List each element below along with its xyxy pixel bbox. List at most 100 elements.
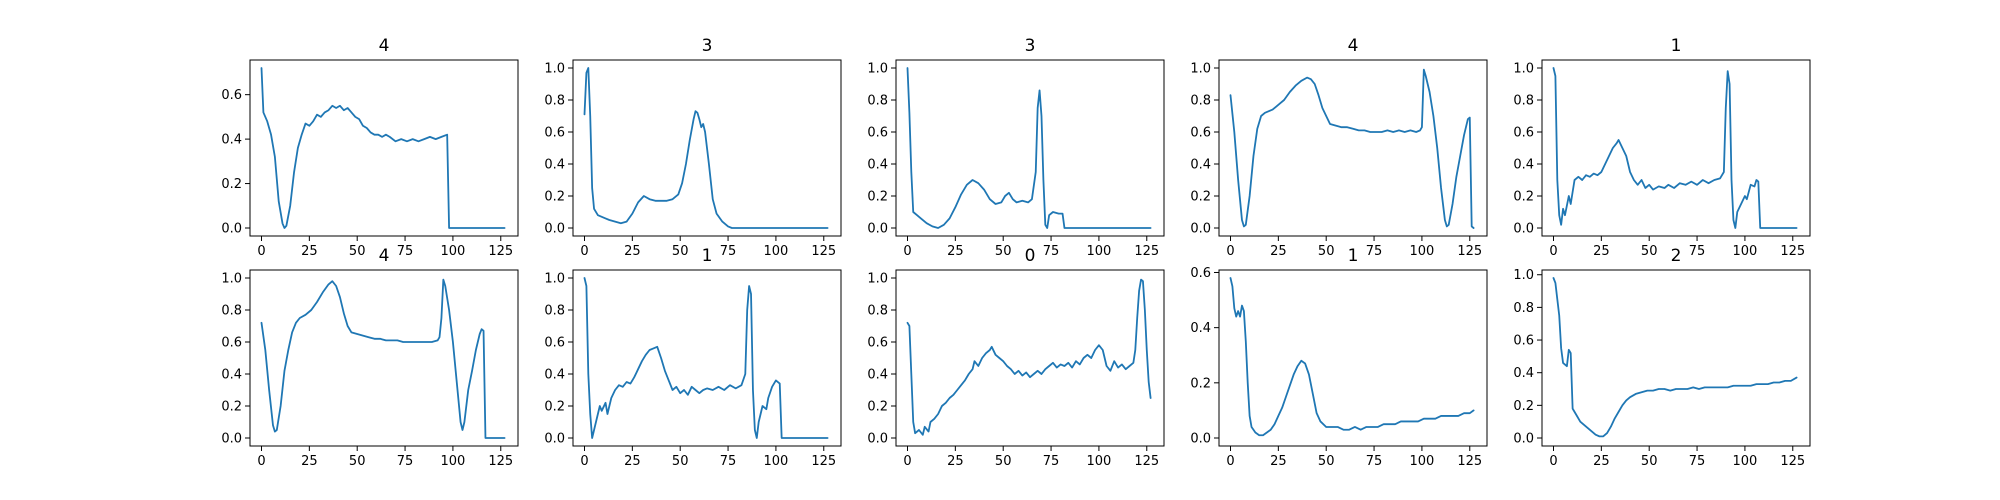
x-tick-label: 75 xyxy=(1043,244,1060,259)
x-tick-label: 100 xyxy=(1733,244,1758,259)
subplot-8: 0 0 25 50 75 100 125 0.0 0.2 0.4 0.6 0.8 1.0 xyxy=(867,246,1165,469)
x-tick-label: 100 xyxy=(764,454,789,469)
x-tick-label: 100 xyxy=(1087,244,1112,259)
y-tick-label: 0.0 xyxy=(1190,222,1211,237)
y-tick-label: 0.0 xyxy=(221,432,242,447)
x-tick-label: 100 xyxy=(441,454,466,469)
x-tick-label: 0 xyxy=(580,454,588,469)
subplot-7: 1 0 25 50 75 100 125 0.0 0.2 0.4 0.6 0.8 1.0 xyxy=(544,246,842,469)
y-tick-label: 0.4 xyxy=(544,158,565,173)
y-tick-label: 0.0 xyxy=(221,222,242,237)
y-tick-label: 0.2 xyxy=(867,400,888,415)
x-tick-label: 0 xyxy=(903,244,911,259)
series-line xyxy=(906,278,1152,436)
x-tick-label: 125 xyxy=(1780,244,1805,259)
subplot-9: 1 0 25 50 75 100 125 0.0 0.2 0.4 0.6 xyxy=(1190,246,1488,469)
x-tick-label: 75 xyxy=(397,244,414,259)
x-tick-label: 75 xyxy=(1689,244,1706,259)
y-tick-label: 0.6 xyxy=(1513,334,1534,349)
x-tick-label: 25 xyxy=(947,454,964,469)
x-tick-label: 0 xyxy=(1549,244,1557,259)
x-tick-label: 100 xyxy=(764,244,789,259)
x-tick-label: 50 xyxy=(995,454,1012,469)
x-tick-label: 75 xyxy=(720,454,737,469)
x-tick-label: 50 xyxy=(672,244,689,259)
x-tick-label: 75 xyxy=(1689,454,1706,469)
x-tick-label: 100 xyxy=(1733,454,1758,469)
x-tick-label: 50 xyxy=(1641,244,1658,259)
series-line xyxy=(1229,277,1475,437)
axes-frame xyxy=(1541,59,1811,237)
x-tick-label: 125 xyxy=(1780,454,1805,469)
y-tick-label: 0.8 xyxy=(221,304,242,319)
subplot-title: 4 xyxy=(379,36,390,56)
y-tick-label: 0.6 xyxy=(1190,126,1211,141)
x-tick-label: 25 xyxy=(301,454,318,469)
x-tick-label: 50 xyxy=(1318,454,1335,469)
axes-frame xyxy=(1218,59,1488,237)
x-tick-label: 125 xyxy=(488,244,513,259)
series-line xyxy=(260,278,506,439)
y-tick-label: 0.8 xyxy=(1190,94,1211,109)
y-tick-label: 0.6 xyxy=(867,126,888,141)
y-tick-label: 0.6 xyxy=(221,336,242,351)
y-tick-label: 1.0 xyxy=(867,62,888,77)
subplot-4: 4 0 25 50 75 100 125 0.0 0.2 0.4 0.6 0.8 1.0 xyxy=(1190,36,1488,259)
y-tick-label: 1.0 xyxy=(544,62,565,77)
y-tick-label: 0.6 xyxy=(867,336,888,351)
y-tick-label: 0.8 xyxy=(1513,94,1534,109)
x-tick-label: 25 xyxy=(624,244,641,259)
x-tick-label: 125 xyxy=(1457,454,1482,469)
y-tick-label: 0.6 xyxy=(1190,266,1211,281)
x-tick-label: 0 xyxy=(257,244,265,259)
y-tick-label: 0.0 xyxy=(1513,222,1534,237)
y-tick-label: 1.0 xyxy=(1513,268,1534,283)
x-tick-label: 50 xyxy=(349,454,366,469)
axes-frame xyxy=(249,269,519,447)
x-tick-label: 25 xyxy=(1593,244,1610,259)
x-tick-label: 125 xyxy=(1134,244,1159,259)
series-line xyxy=(906,67,1152,229)
x-tick-label: 0 xyxy=(903,454,911,469)
subplot-title: 4 xyxy=(379,246,390,266)
x-tick-label: 100 xyxy=(1410,244,1435,259)
x-tick-label: 100 xyxy=(1087,454,1112,469)
axes-frame xyxy=(572,59,842,237)
y-tick-label: 0.2 xyxy=(1513,190,1534,205)
axes-frame xyxy=(572,269,842,447)
y-tick-label: 0.4 xyxy=(544,368,565,383)
y-tick-label: 0.2 xyxy=(544,190,565,205)
y-tick-label: 1.0 xyxy=(1190,62,1211,77)
y-tick-label: 0.0 xyxy=(1190,432,1211,447)
y-tick-label: 0.2 xyxy=(221,177,242,192)
subplot-1: 4 0 25 50 75 100 125 0.0 0.2 0.4 0.6 xyxy=(221,36,519,259)
y-tick-label: 0.4 xyxy=(1513,158,1534,173)
axes-frame xyxy=(895,269,1165,447)
y-tick-label: 0.4 xyxy=(867,158,888,173)
y-tick-label: 0.2 xyxy=(1190,190,1211,205)
x-tick-label: 25 xyxy=(1270,244,1287,259)
x-tick-label: 125 xyxy=(811,454,836,469)
x-tick-label: 25 xyxy=(624,454,641,469)
subplot-title: 1 xyxy=(1671,36,1682,56)
y-tick-label: 0.6 xyxy=(1513,126,1534,141)
x-tick-label: 25 xyxy=(1593,454,1610,469)
y-tick-label: 1.0 xyxy=(1513,62,1534,77)
y-tick-label: 1.0 xyxy=(867,272,888,287)
y-tick-label: 0.4 xyxy=(1513,366,1534,381)
x-tick-label: 125 xyxy=(1457,244,1482,259)
series-line xyxy=(1229,68,1475,229)
series-line xyxy=(583,67,829,229)
subplot-10: 2 0 25 50 75 100 125 0.0 0.2 0.4 0.6 0.8 1.0 xyxy=(1513,246,1811,469)
subplot-title: 2 xyxy=(1671,246,1682,266)
x-tick-label: 100 xyxy=(1410,454,1435,469)
subplot-title: 3 xyxy=(702,36,713,56)
x-tick-label: 50 xyxy=(1641,454,1658,469)
x-tick-label: 25 xyxy=(947,244,964,259)
subplot-title: 1 xyxy=(702,246,713,266)
y-tick-label: 0.6 xyxy=(544,336,565,351)
x-tick-label: 75 xyxy=(720,244,737,259)
y-tick-label: 0.6 xyxy=(544,126,565,141)
x-tick-label: 25 xyxy=(301,244,318,259)
